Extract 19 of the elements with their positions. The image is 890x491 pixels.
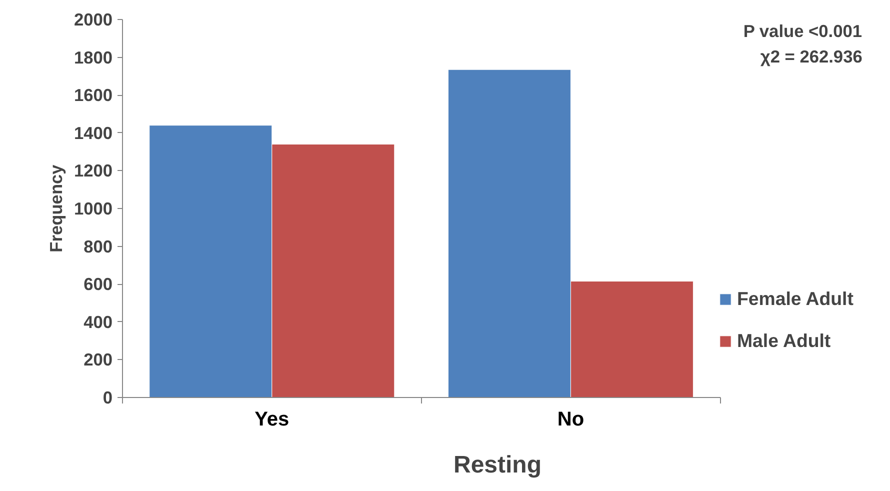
y-tick-label: 400 [84, 312, 113, 332]
text: P value <0.001 [743, 20, 862, 41]
x-axis-title: Resting [453, 452, 542, 478]
y-tick-label: 600 [84, 274, 113, 294]
y-tick-label: 800 [84, 236, 113, 256]
y-tick-label: 1600 [74, 85, 113, 106]
x-tick-label: Yes [254, 408, 290, 430]
y-tick-label: 1400 [74, 122, 113, 143]
y-tick-label: 2000 [74, 10, 113, 30]
y-tick-label: 1000 [74, 198, 113, 218]
y-tick-label: 1200 [74, 160, 113, 181]
y-axis-title: Frequency [46, 164, 66, 252]
y-tick-label: 0 [102, 388, 113, 408]
x-tick-label: No [557, 408, 584, 430]
y-tick-label: 200 [84, 350, 113, 370]
y-tick-label: 1800 [74, 47, 113, 68]
text: χ2 = 262.936 [760, 46, 863, 67]
legend-label: Female Adult [737, 288, 854, 310]
legend-label: Male Adult [737, 330, 831, 352]
